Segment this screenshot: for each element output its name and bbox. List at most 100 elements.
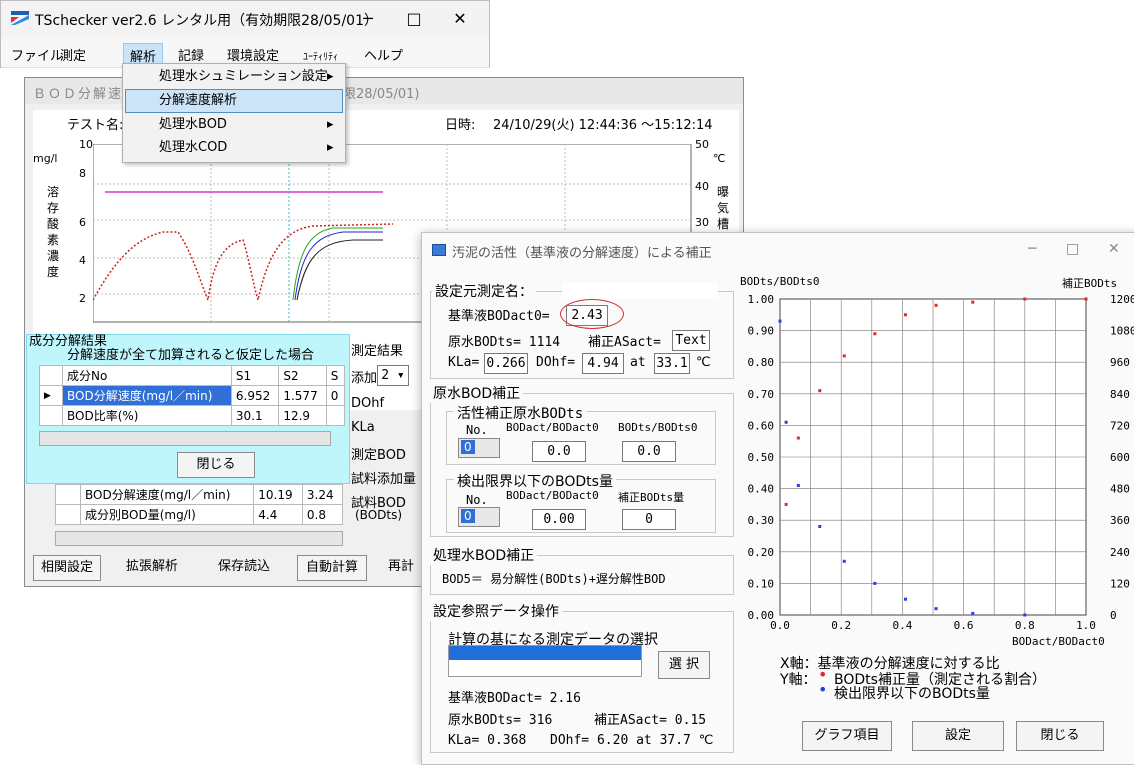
y-right-tick-label: 960	[1110, 356, 1130, 369]
legend-red: BODts補正量（測定される割合）	[834, 672, 1046, 688]
maximize-button[interactable]: □	[406, 9, 422, 28]
submenu-arrow-icon: ▸	[327, 69, 334, 84]
bod-window-title: ＢＯＤ分解速	[33, 87, 124, 102]
red-point	[796, 436, 800, 440]
close-panel-button[interactable]: 閉じる	[177, 452, 255, 478]
y-left-label: BODts/BODts0	[740, 275, 820, 288]
y-right-tick-label: 720	[1110, 419, 1130, 432]
y-tick-label: 0.80	[748, 356, 775, 369]
dialog-titlebar[interactable]: 汚泥の活性（基準液の分解速度）による補正 ─ □ ✕	[422, 233, 1134, 267]
menu-item-decomp-rate[interactable]: 分解速度解析	[125, 89, 343, 113]
menu-item-label: 分解速度解析	[159, 93, 238, 108]
active-no-spinner[interactable]: 0	[458, 438, 500, 458]
y-right-tick-label: 1200	[1110, 293, 1134, 306]
app-title: TSchecker ver2.6 レンタル用（有効期限28/05/01）	[35, 13, 378, 29]
limit-ratio-input[interactable]: 0.00	[532, 509, 586, 530]
close-dialog-button[interactable]: 閉じる	[1016, 721, 1104, 751]
y-tick-label: 0.40	[748, 483, 775, 496]
menu-utility[interactable]: ﾕｰﾃｨﾘﾃｨ	[303, 52, 338, 63]
add-select-value: 2	[381, 368, 390, 383]
limit-label: 検出限界以下のBODts量	[454, 471, 616, 491]
menu-item-treated-bod[interactable]: 処理水BOD ▸	[125, 114, 341, 136]
test-name-label: テスト名:	[67, 118, 124, 133]
datetime-value: 24/10/29(火) 12:44:36 ～15:12:14	[493, 118, 713, 133]
add-label: 添加	[351, 371, 378, 386]
table-row[interactable]: 成分別BOD量(mg/l) 4.4 0.8	[55, 504, 344, 525]
y-right-label: 補正BODts	[1062, 277, 1118, 290]
x-tick-label: 0.4	[892, 619, 912, 632]
hosei-asact-label: 補正ASact=	[588, 335, 661, 350]
ref-data-selected-row[interactable]	[449, 646, 641, 660]
row-spacer	[39, 365, 63, 386]
settings-source-label: 設定元測定名：	[432, 281, 536, 301]
menu-measure[interactable]: 測定	[60, 49, 87, 64]
ref-base-bodact: 基準液BODact= 2.16	[448, 691, 581, 706]
right-tick-30: 30	[695, 216, 709, 229]
ref-data-list[interactable]	[448, 645, 642, 677]
table-row[interactable]: BOD比率(%) 30.1 12.9	[39, 405, 346, 426]
hosei-asact-input[interactable]: Text	[672, 330, 710, 351]
table2-scrollbar[interactable]	[55, 531, 343, 546]
right-axis-char: 槽	[717, 217, 730, 231]
table-row[interactable]: BOD分解速度(mg/l／min) 10.19 3.24	[55, 484, 344, 505]
left-tick-2: 2	[79, 292, 86, 305]
apply-settings-button[interactable]: 設定	[912, 721, 1004, 751]
y-tick-label: 0.60	[748, 419, 775, 432]
row-spacer	[39, 405, 63, 426]
left-axis-char: 溶	[47, 185, 60, 199]
dialog-title: 汚泥の活性（基準液の分解速度）による補正	[452, 246, 712, 261]
menu-item-label: 処理水シュミレーション設定	[159, 69, 328, 84]
auto-calc-button[interactable]: 自動計算	[297, 555, 367, 581]
close-button[interactable]: ✕	[453, 9, 467, 28]
raw-bod-label: 原水BOD補正	[430, 383, 524, 403]
sample-bod-label: 試料BOD	[351, 496, 406, 511]
table-cell: 4.4	[253, 504, 303, 525]
legend-red-bullet: •	[818, 665, 828, 684]
graph-items-button[interactable]: グラフ項目	[802, 721, 892, 751]
extended-analysis-button[interactable]: 拡張解析	[125, 559, 178, 574]
legend-blue-bullet: •	[818, 680, 828, 699]
blue-point	[971, 611, 975, 615]
table-header: 成分No	[62, 365, 232, 386]
settings-source-field[interactable]	[562, 283, 718, 299]
limit-hosei-input[interactable]: 0	[622, 509, 676, 530]
active-ratio-input[interactable]: 0.0	[532, 441, 586, 462]
menu-file[interactable]: ファイル	[11, 49, 64, 64]
table-cell: 10.19	[253, 484, 303, 505]
dohf-input[interactable]: 4.94	[582, 353, 624, 374]
left-tick-8: 8	[79, 167, 86, 180]
component-scrollbar[interactable]	[39, 431, 331, 446]
limit-no-spinner[interactable]: 0	[458, 507, 500, 527]
panel-title: 成分分解結果	[29, 334, 108, 349]
minimize-button[interactable]: ─	[363, 9, 373, 28]
dialog-minimize-button[interactable]: ─	[1028, 241, 1037, 257]
component-result-panel: 成分分解結果 分解速度が全て加算されると仮定した場合 成分No S1 S2 S …	[26, 334, 350, 484]
sludge-correction-dialog: 汚泥の活性（基準液の分解速度）による補正 ─ □ ✕ 設定元測定名： 基準液BO…	[421, 232, 1134, 765]
menu-settings[interactable]: 環境設定	[227, 49, 280, 64]
table-row[interactable]: ▶ BOD分解速度(mg/l／min) 6.952 1.577 0	[39, 385, 346, 406]
select-button[interactable]: 選 択	[658, 651, 710, 679]
measure-results-label: 測定結果	[351, 344, 404, 359]
right-axis-char: 気	[717, 201, 730, 215]
menu-help[interactable]: ヘルプ	[364, 49, 404, 64]
recalc-button[interactable]: 再計	[387, 559, 414, 574]
kla-input[interactable]: 0.266	[484, 353, 528, 374]
no-label: No.	[466, 423, 488, 437]
submenu-arrow-icon: ▸	[327, 117, 334, 132]
menu-item-treated-cod[interactable]: 処理水COD ▸	[125, 137, 341, 159]
menu-record[interactable]: 記録	[178, 49, 205, 64]
dialog-maximize-button[interactable]: □	[1066, 241, 1080, 257]
title-bar[interactable]: TSchecker ver2.6 レンタル用（有効期限28/05/01） ─ □…	[1, 1, 489, 37]
red-point	[971, 300, 975, 304]
correlation-button[interactable]: 相関設定	[33, 555, 101, 581]
left-axis-char: 素	[47, 233, 60, 247]
dialog-icon	[432, 244, 446, 256]
dialog-close-button[interactable]: ✕	[1108, 241, 1120, 257]
menu-item-sim-settings[interactable]: 処理水シュミレーション設定 ▸	[125, 66, 341, 88]
active-bodts-input[interactable]: 0.0	[622, 441, 676, 462]
add-select[interactable]: 2 ▾	[377, 365, 409, 386]
temp-input[interactable]: 33.1	[654, 353, 690, 374]
save-load-button[interactable]: 保存読込	[217, 559, 270, 574]
submenu-arrow-icon: ▸	[327, 140, 334, 155]
